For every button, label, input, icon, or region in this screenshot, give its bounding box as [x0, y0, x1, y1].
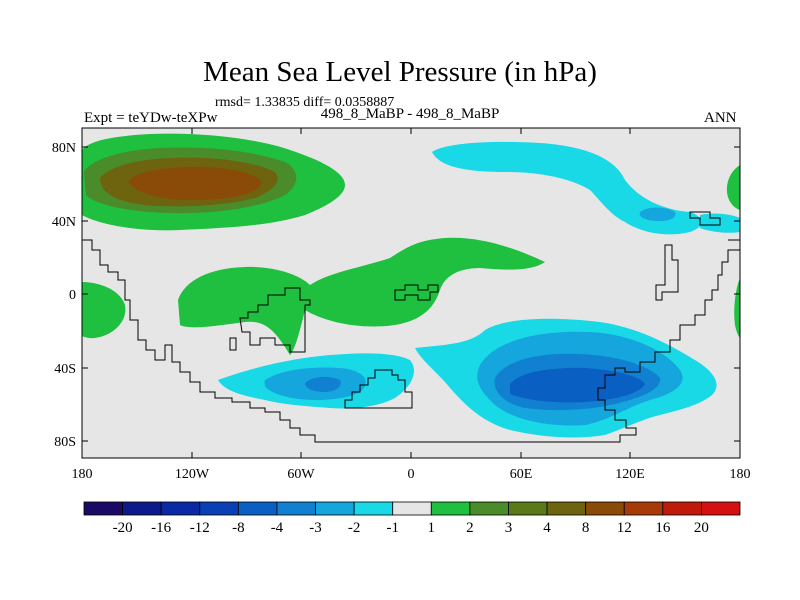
case-label: 498_8_MaBP - 498_8_MaBP: [320, 106, 500, 122]
colorbar-swatch: [315, 501, 355, 516]
colorbar-swatch: [353, 501, 394, 516]
map-panel: [82, 128, 740, 458]
lon-label-120e: 120E: [615, 467, 645, 482]
coastlines: [82, 211, 740, 443]
colorbar-label: -16: [151, 520, 171, 536]
colorbar-label: -8: [232, 520, 245, 536]
colorbar-label: -12: [190, 520, 210, 536]
colorbar-label: -1: [386, 520, 399, 536]
contour-negative-asia-core: [639, 207, 676, 222]
colorbar-swatch: [199, 501, 239, 516]
colorbar-swatch: [83, 501, 123, 516]
lat-label-40n: 40N: [52, 215, 76, 230]
colorbar-label: -20: [113, 520, 133, 536]
colorbar-labels: -20 -16 -12 -8 -4 -3 -2 -1 1 2 3 4 8 12 16 20: [113, 520, 709, 536]
axis-ticks: [82, 128, 740, 458]
lon-label-0: 0: [408, 467, 415, 482]
colorbar-swatch: [276, 501, 316, 516]
colorbar-label: -2: [348, 520, 361, 536]
colorbar-label: 20: [694, 520, 709, 536]
colorbar-swatch: [623, 501, 664, 516]
lon-label-60e: 60E: [510, 467, 533, 482]
colorbar-label: 16: [655, 520, 671, 536]
lat-label-80s: 80S: [54, 435, 76, 450]
colorbar-label: 12: [617, 520, 632, 536]
plot-title: Mean Sea Level Pressure (in hPa): [203, 56, 597, 88]
contour-positive-east-mid: [734, 278, 740, 338]
colorbar-swatch: [430, 501, 471, 516]
lon-label-180w: 180: [72, 467, 93, 482]
lon-label-120w: 120W: [175, 467, 210, 482]
lon-label-60w: 60W: [287, 467, 315, 482]
colorbar-label: 4: [543, 520, 551, 536]
colorbar-swatch: [701, 501, 741, 516]
colorbar-swatch: [546, 501, 587, 516]
contour-positive-tropics: [178, 237, 545, 355]
colorbar-swatch: [392, 501, 432, 516]
colorbar-label: -3: [309, 520, 322, 536]
colorbar: [83, 501, 741, 516]
lat-label-eq: 0: [69, 288, 76, 303]
stats-text: rmsd= 1.33835 diff= 0.0358887: [215, 95, 395, 110]
colorbar-label: 1: [428, 520, 436, 536]
colorbar-swatch: [508, 501, 548, 516]
colorbar-label: 8: [582, 520, 590, 536]
colorbar-label: 3: [505, 520, 513, 536]
colorbar-swatch: [662, 501, 702, 516]
colorbar-swatch: [237, 501, 278, 516]
lat-label-40s: 40S: [54, 362, 76, 377]
lat-label-80n: 80N: [52, 141, 76, 156]
contour-negative-south-pacific-level4: [305, 376, 341, 392]
colorbar-label: 2: [466, 520, 474, 536]
colorbar-swatch: [469, 501, 509, 516]
contour-negative-indian-level8: [510, 367, 645, 403]
lon-label-180e: 180: [730, 467, 751, 482]
experiment-label: Expt = teYDw-teXPw: [84, 110, 218, 126]
colorbar-label: -4: [271, 520, 284, 536]
contour-negative-north-atlantic: [432, 141, 702, 235]
contour-positive-east-north: [726, 165, 740, 210]
colorbar-swatch: [160, 501, 201, 516]
contour-positive-west-edge: [82, 282, 126, 339]
season-label: ANN: [704, 110, 737, 126]
contour-npacific-level8: [128, 167, 262, 201]
colorbar-swatch: [122, 501, 162, 516]
colorbar-swatch: [585, 501, 625, 516]
